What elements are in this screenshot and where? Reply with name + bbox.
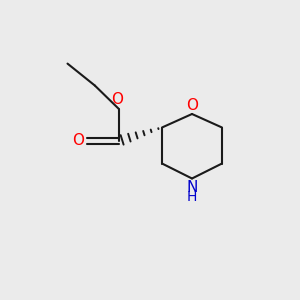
- Text: H: H: [187, 190, 197, 204]
- Text: N: N: [186, 180, 198, 195]
- Text: O: O: [73, 133, 85, 148]
- Text: O: O: [187, 98, 199, 112]
- Text: O: O: [112, 92, 124, 107]
